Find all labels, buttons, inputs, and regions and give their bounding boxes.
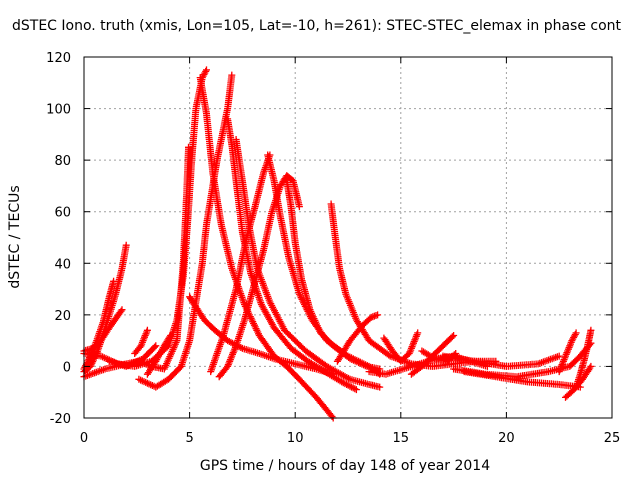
series-15	[215, 172, 303, 381]
series-marks	[207, 151, 274, 376]
series-9	[143, 332, 175, 378]
series-marks	[131, 326, 151, 357]
series-29	[562, 362, 595, 401]
series-14	[207, 151, 274, 376]
series-marks	[562, 362, 595, 401]
series-20	[380, 329, 422, 365]
series-marks	[215, 172, 303, 381]
series-12	[224, 115, 360, 394]
series-27	[555, 329, 580, 376]
series-17	[283, 177, 384, 373]
series-marks	[450, 339, 595, 381]
series-26	[450, 339, 595, 381]
y-tick-label: 80	[54, 154, 71, 169]
x-tick-label: 25	[604, 431, 621, 446]
series-marks	[105, 342, 160, 370]
series-marks	[224, 115, 360, 394]
axis-ticks: 0 5 10 15 20 25 -20 0 20 40 60 80 100 120	[46, 51, 620, 446]
series-marks	[380, 329, 422, 365]
series-19	[333, 311, 382, 365]
series-marks	[555, 329, 580, 376]
series-6	[105, 342, 160, 370]
x-tick-label: 15	[393, 431, 410, 446]
y-tick-label: -20	[50, 412, 71, 427]
x-axis-label: GPS time / hours of day 148 of year 2014	[200, 458, 490, 474]
y-tick-label: 60	[54, 206, 71, 221]
series-7	[131, 326, 151, 357]
chart-title: dSTEC Iono. truth (xmis, Lon=105, Lat=-1…	[12, 18, 622, 34]
series-marks	[439, 352, 563, 370]
series-marks	[333, 311, 382, 365]
series-marks	[143, 332, 175, 378]
x-tick-label: 5	[185, 431, 193, 446]
y-tick-label: 0	[63, 360, 71, 375]
y-tick-label: 120	[46, 51, 71, 66]
plot-frame	[83, 56, 613, 419]
data-series	[80, 66, 595, 422]
y-tick-label: 40	[54, 257, 71, 272]
x-tick-label: 20	[498, 431, 515, 446]
y-tick-label: 20	[54, 309, 71, 324]
series-marks	[283, 177, 384, 373]
x-tick-label: 0	[80, 431, 88, 446]
y-tick-label: 100	[46, 103, 71, 118]
x-tick-label: 10	[287, 431, 304, 446]
y-axis-label: dSTEC / TECUs	[7, 185, 23, 288]
series-24	[439, 352, 563, 370]
